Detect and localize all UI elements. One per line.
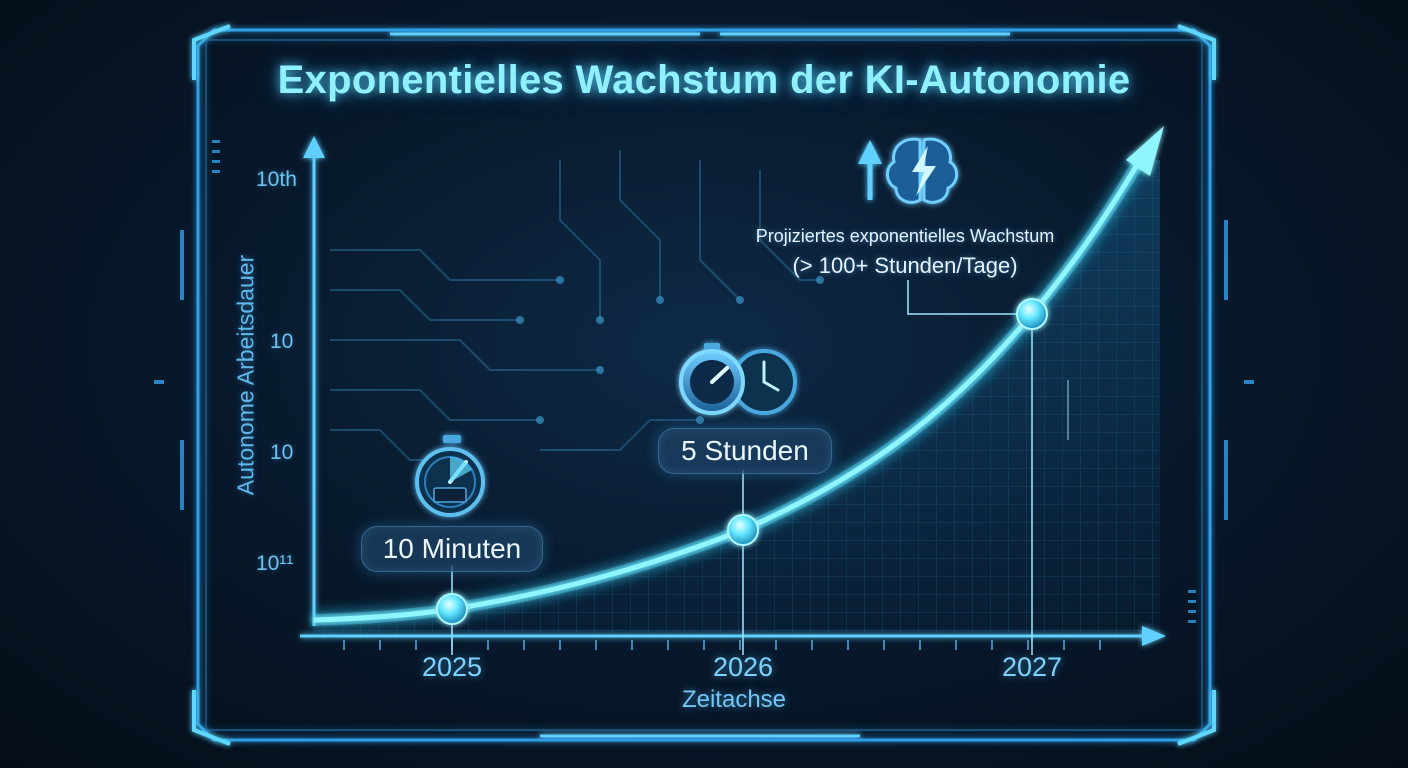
corner-brackets [192, 24, 1216, 746]
projection-annotation: Projiziertes exponentielles Wachstum (> … [722, 226, 1088, 279]
y-axis [303, 136, 325, 626]
up-arrow-icon [858, 140, 882, 200]
side-decorations [154, 140, 1254, 623]
curve-area-fill [314, 160, 1160, 636]
brain-lightning-icon [886, 137, 958, 204]
chart-title: Exponentielles Wachstum der KI-Autonomie [277, 58, 1131, 102]
x-axis [300, 626, 1166, 646]
data-points [436, 298, 1048, 625]
data-point-2025 [436, 593, 468, 625]
projection-label: Projiziertes exponentielles Wachstum [755, 226, 1055, 246]
y-tick-label-3: 10 [270, 441, 294, 464]
data-point-2026 [727, 514, 759, 546]
stopwatch-icon-2026 [679, 343, 797, 415]
x-tick-label-2027: 2027 [1001, 652, 1063, 682]
data-label-2025: 10 Minuten [361, 526, 543, 572]
data-label-2026: 5 Stunden [658, 428, 832, 474]
x-axis-label: Zeitachse [681, 686, 787, 713]
data-point-2027 [1016, 298, 1048, 330]
x-minor-ticks [343, 640, 1101, 650]
x-tick-label-2026: 2026 [712, 652, 774, 682]
projection-sublabel: (> 100+ Stunden/Tage) [792, 253, 1018, 278]
y-tick-label-4: 10¹¹ [256, 552, 294, 575]
y-tick-label-2: 10 [270, 330, 294, 353]
drop-lines [451, 280, 1069, 655]
x-tick-label-2025: 2025 [421, 652, 483, 682]
y-axis-label: Autonome Arbeitsdauer [232, 254, 259, 496]
circuit-traces [330, 150, 820, 461]
y-tick-label-1: 10th [256, 168, 297, 191]
curve-arrowhead [1126, 126, 1164, 176]
stopwatch-icon [415, 435, 485, 517]
